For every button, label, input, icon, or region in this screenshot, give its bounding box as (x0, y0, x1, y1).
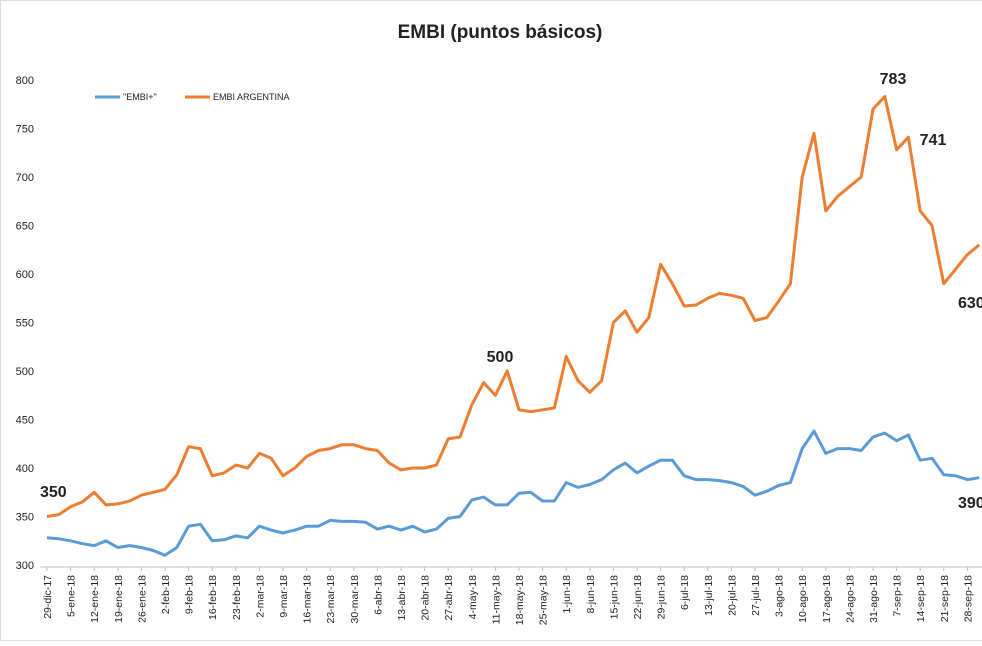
x-tick-label: 12-ene-18 (89, 575, 101, 623)
annotation: 741 (920, 132, 947, 149)
y-tick-label: 400 (16, 463, 34, 475)
x-tick-label: 1-jun-18 (561, 575, 573, 614)
annotation: 350 (40, 484, 67, 501)
y-tick-label: 650 (16, 221, 34, 233)
x-tick-label: 17-ago-18 (821, 575, 833, 623)
x-tick-label: 29-jun-18 (656, 575, 668, 620)
x-tick-label: 23-feb-18 (231, 575, 243, 620)
x-tick-label: 13-jul-18 (703, 575, 715, 616)
y-tick-label: 700 (16, 172, 34, 184)
x-tick-label: 25-may-18 (538, 575, 550, 625)
y-tick-label: 550 (16, 318, 34, 330)
x-tick-label: 2-feb-18 (160, 575, 172, 614)
x-tick-label: 16-feb-18 (207, 575, 219, 620)
annotation: 500 (487, 349, 514, 366)
y-tick-label: 600 (16, 269, 34, 281)
x-tick-label: 15-jun-18 (608, 575, 620, 620)
x-tick-label: 9-mar-18 (278, 575, 290, 618)
annotation: 630 (958, 295, 982, 312)
x-tick-label: 24-ago-18 (844, 575, 856, 623)
x-tick-label: 13-abr-18 (396, 575, 408, 621)
x-tick-label: 2-mar-18 (254, 575, 266, 618)
legend-label: EMBI ARGENTINA (213, 92, 290, 102)
x-tick-label: 23-mar-18 (325, 575, 337, 624)
y-tick-label: 350 (16, 512, 34, 524)
series-line (46, 429, 980, 557)
x-tick-label: 27-jul-18 (750, 575, 762, 616)
chart-title: EMBI (puntos básicos) (398, 22, 603, 43)
x-tick-label: 22-jun-18 (632, 575, 644, 620)
annotation: 390 (958, 495, 982, 512)
x-tick-label: 11-may-18 (490, 575, 502, 625)
y-tick-label: 800 (16, 75, 34, 87)
x-tick-label: 6-jul-18 (679, 575, 691, 610)
x-tick-label: 30-mar-18 (349, 575, 361, 624)
x-tick-label: 20-jul-18 (726, 575, 738, 616)
x-tick-label: 4-may-18 (467, 575, 479, 620)
x-tick-label: 19-ene-18 (113, 575, 125, 623)
x-tick-label: 18-may-18 (514, 575, 526, 625)
y-tick-label: 750 (16, 124, 34, 136)
x-tick-label: 26-ene-18 (136, 575, 148, 623)
x-tick-label: 31-ago-18 (868, 575, 880, 623)
x-tick-label: 21-sep-18 (939, 575, 951, 622)
x-tick-label: 6-abr-18 (372, 575, 384, 615)
y-tick-label: 300 (16, 560, 34, 572)
x-tick-label: 5-ene-18 (66, 575, 78, 617)
x-tick-label: 9-feb-18 (184, 575, 196, 614)
x-tick-label: 10-ago-18 (797, 575, 809, 623)
x-tick-label: 28-sep-18 (962, 575, 974, 622)
x-tick-label: 27-abr-18 (443, 575, 455, 621)
x-tick-label: 8-jun-18 (585, 575, 597, 614)
y-tick-label: 500 (16, 366, 34, 378)
x-tick-label: 14-sep-18 (915, 575, 927, 622)
x-tick-label: 29-dic-17 (42, 575, 54, 619)
legend-label: "EMBI+" (123, 92, 157, 102)
series-line (46, 95, 981, 518)
annotation: 783 (880, 71, 907, 88)
x-tick-label: 16-mar-18 (302, 575, 314, 624)
y-tick-label: 450 (16, 415, 34, 427)
x-tick-label: 20-abr-18 (420, 575, 432, 621)
x-tick-label: 7-sep-18 (892, 575, 904, 617)
x-tick-label: 3-ago-18 (774, 575, 786, 617)
